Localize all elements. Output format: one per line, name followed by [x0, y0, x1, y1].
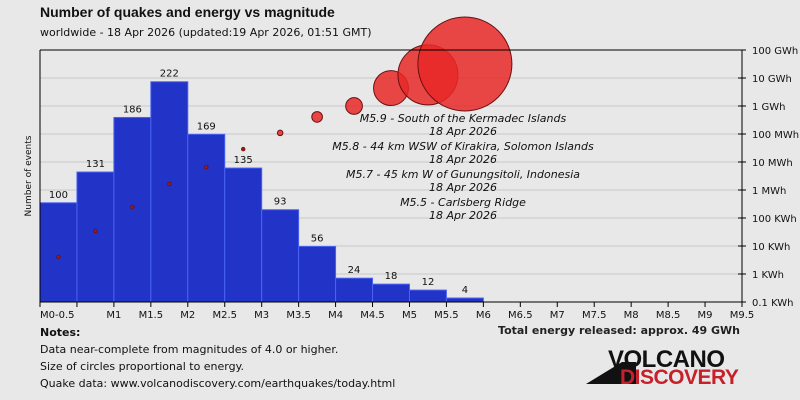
quake-annotation-date: 18 Apr 2026 [429, 209, 497, 222]
y2-tick-label: 1 GWh [752, 102, 786, 113]
x-tick-label: M6 [476, 310, 491, 321]
bar-value-label: 18 [385, 271, 398, 282]
bar [76, 171, 115, 303]
x-tick-label: M1 [106, 310, 121, 321]
note-line: Size of circles proportional to energy. [40, 360, 245, 373]
x-tick-label: M9 [698, 310, 713, 321]
quake-annotation-date: 18 Apr 2026 [429, 153, 497, 166]
bar [187, 133, 226, 303]
x-tick-label: M3 [254, 310, 269, 321]
energy-circle [345, 97, 363, 115]
bar-value-label: 12 [422, 277, 435, 288]
energy-circle [276, 129, 284, 137]
x-tick-label: M0-0.5 [40, 310, 75, 321]
y2-tick-label: 100 KWh [752, 214, 797, 225]
notes: Notes: Data near-complete from magnitude… [40, 324, 395, 392]
bar [261, 209, 300, 303]
y2-tick-label: 10 MWh [752, 158, 793, 169]
bar-value-label: 24 [348, 265, 361, 276]
x-ticks: M0-0.5 M1 M1.5 M2 M2.5 M3 M3.5 M4 M4.5 M5 M5.5 M6 M6… [39, 302, 755, 321]
energy-circle [93, 228, 98, 234]
bar-value-label: 93 [274, 197, 287, 208]
bar-value-label: 222 [160, 69, 179, 80]
bar-value-label: 186 [123, 104, 142, 115]
x-tick-label: M2 [180, 310, 195, 321]
x-tick-label: M5.5 [434, 310, 459, 321]
bar-labels: 100 131 186 222 169 135 93 56 24 18 12 4 [49, 69, 468, 296]
quake-annotation-title: M5.9 - South of the Kermadec Islands [360, 112, 567, 125]
quake-annotation-date: 18 Apr 2026 [429, 125, 497, 138]
y2-tick-label: 10 KWh [752, 242, 790, 253]
bar [335, 277, 374, 303]
energy-circle [167, 181, 172, 187]
x-tick-label: M4.5 [360, 310, 385, 321]
x-tick-label: M9.5 [730, 310, 755, 321]
x-tick-label: M5 [402, 310, 417, 321]
chart-subtitle: worldwide - 18 Apr 2026 (updated:19 Apr … [40, 26, 372, 39]
bar [372, 283, 410, 303]
y2-tick-label: 1 KWh [752, 270, 784, 281]
x-tick-label: M7 [550, 310, 565, 321]
bar [113, 116, 152, 303]
bar-value-label: 4 [462, 285, 468, 296]
notes-heading: Notes: [40, 326, 81, 339]
y2-tick-label: 1 MWh [752, 186, 786, 197]
energy-circle [130, 204, 135, 210]
energy-circles [56, 16, 513, 260]
quake-annotation-date: 18 Apr 2026 [429, 181, 497, 194]
logo-discovery-text: DISCOVERY [620, 366, 739, 389]
y2-ticks: 0.1 KWh 1 KWh 10 KWh 100 KWh 1 MWh 10 MWh 100 … [738, 46, 799, 309]
axes [39, 49, 743, 303]
bar [150, 81, 189, 303]
x-tick-label: M4 [328, 310, 343, 321]
x-tick-label: M6.5 [508, 310, 533, 321]
bar-value-label: 135 [234, 155, 253, 166]
logo-volcano-text: VOLCANO [608, 346, 725, 373]
bar [39, 202, 78, 303]
y2-tick-label: 0.1 KWh [752, 298, 794, 309]
bar-value-label: 131 [86, 159, 105, 170]
energy-circle [56, 254, 61, 260]
x-tick-label: M1.5 [139, 310, 164, 321]
bar [224, 167, 263, 303]
x-tick-label: M8.5 [656, 310, 681, 321]
quake-annotation-title: M5.8 - 44 km WSW of Kirakira, Solomon Is… [332, 140, 594, 153]
quake-annotation-title: M5.7 - 45 km W of Gunungsitoli, Indonesi… [346, 168, 580, 181]
energy-circle [241, 146, 246, 152]
quake-annotation-title: M5.5 - Carlsberg Ridge [400, 196, 526, 209]
x-tick-label: M3.5 [286, 310, 311, 321]
total-energy: Total energy released: approx. 49 GWh [498, 324, 740, 337]
bar-value-label: 100 [49, 190, 68, 201]
volcanodiscovery-logo: VOLCANO DISCOVERY [586, 346, 766, 390]
energy-circle [311, 111, 323, 123]
energy-circle [417, 16, 513, 112]
note-line: Quake data: www.volcanodiscovery.com/ear… [40, 377, 396, 390]
x-tick-label: M7.5 [582, 310, 607, 321]
chart-title: Number of quakes and energy vs magnitude [40, 4, 335, 20]
volcano-icon [586, 362, 636, 384]
y2-tick-label: 100 MWh [752, 130, 799, 141]
y2-tick-label: 100 GWh [752, 46, 798, 57]
note-line: Data near-complete from magnitudes of 4.… [40, 343, 339, 356]
bar [408, 289, 447, 303]
bar-value-label: 56 [311, 233, 324, 244]
energy-circle [204, 164, 209, 170]
bar [298, 245, 337, 303]
y2-tick-label: 10 GWh [752, 74, 792, 85]
x-tick-label: M8 [624, 310, 639, 321]
bar-value-label: 169 [197, 121, 216, 132]
x-tick-label: M2.5 [212, 310, 237, 321]
y-axis-label: Number of events [24, 135, 34, 216]
bar [445, 297, 484, 303]
bars [39, 81, 484, 303]
